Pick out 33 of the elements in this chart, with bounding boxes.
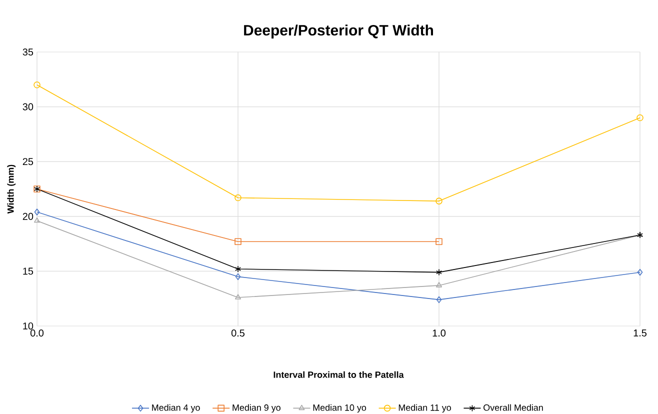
point bbox=[34, 81, 40, 88]
y-tick-label: 10 bbox=[23, 322, 34, 330]
point bbox=[34, 208, 40, 216]
point bbox=[436, 268, 442, 276]
y-tick-label: 20 bbox=[22, 212, 34, 220]
point bbox=[234, 194, 242, 202]
point bbox=[34, 217, 40, 223]
legend-label: Median 10 yo bbox=[313, 404, 366, 413]
point bbox=[436, 282, 442, 288]
point bbox=[235, 294, 241, 300]
x-tick-label: 1.5 bbox=[634, 330, 647, 336]
y-tick-label: 30 bbox=[22, 103, 34, 110]
point bbox=[637, 268, 643, 276]
point bbox=[436, 296, 442, 304]
legend-label: Median 4 yo bbox=[152, 404, 200, 413]
point bbox=[235, 273, 241, 280]
y-tick-label: 15 bbox=[23, 268, 34, 275]
point bbox=[235, 266, 241, 272]
x-tick-label: 1.0 bbox=[432, 330, 446, 337]
point bbox=[636, 114, 644, 122]
legend-label: Median 9 yo bbox=[232, 404, 280, 413]
y-tick-label: 25 bbox=[22, 158, 34, 166]
point bbox=[436, 198, 442, 204]
x-tick-label: 0.0 bbox=[30, 330, 44, 337]
y-tick-label: 35 bbox=[22, 48, 34, 56]
x-tick-label: 0.5 bbox=[231, 330, 245, 337]
chart-title: Deeper/Posterior QT Width bbox=[244, 24, 434, 39]
x-axis-title: Interval Proximal to the Patella bbox=[274, 371, 404, 378]
y-axis-title: Width (mm) bbox=[7, 164, 16, 214]
legend-label: Overall Median bbox=[484, 404, 543, 411]
point bbox=[234, 238, 242, 245]
point bbox=[436, 238, 442, 245]
legend-label: Median 11 yo bbox=[398, 404, 451, 413]
